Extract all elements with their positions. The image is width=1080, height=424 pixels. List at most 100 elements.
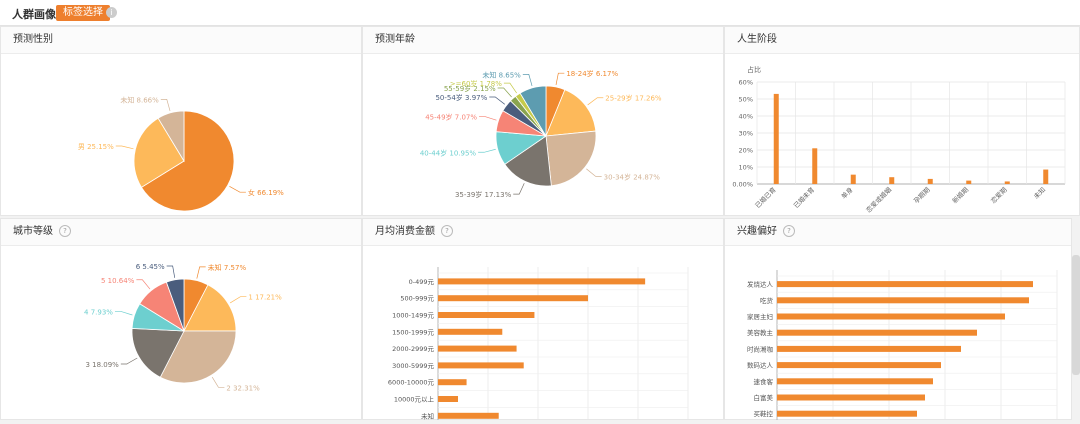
panel-title: 人生阶段 (725, 27, 1079, 54)
bar (777, 345, 961, 352)
city-pie-chart: 未知 7.57% 1 17.21% 2 32.31% 3 18.09% 4 7.93% 5… (84, 263, 282, 392)
x-tick-label: 已婚未育 (791, 185, 816, 210)
pie-label-line (522, 73, 533, 87)
y-tick-label: 买鞋控 (754, 409, 774, 418)
bar (777, 313, 1005, 320)
pie-slice (504, 135, 552, 187)
pie-label: 50-54岁 3.97% (435, 93, 487, 102)
help-icon[interactable]: ? (783, 225, 795, 237)
pie-label-line (160, 99, 171, 112)
age-pie-chart: 18-24岁 6.17% 25-29岁 17.26% 30-34岁 24.87% 35… (420, 69, 662, 199)
pie-label: 25-29岁 17.26% (605, 94, 662, 103)
panel-title: 城市等级 (13, 226, 53, 237)
pie-label: 45-49岁 7.07% (425, 113, 477, 122)
pie-label: 未知 8.65% (482, 70, 521, 79)
pie-label-line (120, 357, 138, 365)
y-tick-label: 3000-5999元 (392, 362, 434, 370)
bar (438, 345, 517, 352)
life-stage-panel: 人生阶段 占比 0.00% 10% 20% 30% 40% 50% 60% 已婚已育 已婚未育 单身… (724, 26, 1080, 216)
x-tick-label: 新婚期 (950, 185, 971, 206)
bar (438, 396, 458, 402)
bar (773, 93, 779, 184)
pie-label-line (136, 279, 151, 290)
x-tick-label: 已婚已育 (753, 185, 778, 210)
top-bar: 人群画像 标签选择 i (0, 0, 1080, 26)
help-icon[interactable]: ? (441, 225, 453, 237)
tag-select-button[interactable]: 标签选择 (56, 5, 110, 21)
pie-slice (133, 117, 185, 188)
info-icon[interactable]: i (106, 7, 117, 18)
bar (777, 362, 941, 369)
y-tick-label: 数码达人 (747, 361, 774, 370)
bar (438, 278, 646, 285)
bar (927, 178, 933, 184)
y-tick-label: 40% (739, 113, 753, 121)
pie-label-line (114, 311, 133, 316)
life-stage-bar-chart: 占比 0.00% 10% 20% 30% 40% 50% 60% 已婚已育 已婚未育 单身 恋爱或婚姻… (732, 65, 1066, 215)
y-tick-label: 20% (739, 147, 753, 155)
pie-label: 5 10.64% (101, 277, 135, 285)
bar (777, 410, 917, 417)
x-tick-label: 未知 (1032, 185, 1048, 201)
gender-pie-chart: 女 66.19% 男 25.15% 未知 8.66% (78, 95, 284, 212)
bar (438, 295, 588, 302)
bar (1043, 169, 1049, 184)
bar (889, 177, 895, 184)
city-panel: 城市等级? 未知 7.57% 1 17.21% 2 32.31% 3 18.09% 4 … (0, 218, 362, 420)
pie-label-line (587, 97, 604, 106)
pie-label-line (586, 168, 602, 177)
pie-label: 55-59岁 2.15% (444, 84, 496, 93)
bar (777, 394, 925, 401)
pie-label-line (478, 148, 496, 153)
pie-label: 18-24岁 6.17% (566, 69, 618, 78)
pie-label-line (503, 82, 517, 94)
x-tick-label: 恋爱或婚姻 (864, 185, 894, 215)
pie-label: 3 18.09% (85, 361, 119, 369)
pie-label: 男 25.15% (78, 143, 114, 151)
y-tick-label: 吃货 (760, 296, 774, 305)
spend-panel: 月均消费金额? 0-499元 500-999元 1000-1499元 1500-199… (362, 218, 724, 424)
pie-label-line (513, 183, 525, 195)
bar (777, 281, 1033, 288)
panel-title: 预测年龄 (363, 27, 723, 54)
bar (812, 148, 818, 184)
pie-slice (159, 330, 237, 384)
bar (1004, 181, 1010, 184)
pie-label: 未知 7.57% (208, 263, 247, 272)
pie-slice (140, 110, 235, 212)
bar (438, 379, 467, 386)
y-tick-label: 50% (739, 96, 753, 104)
y-tick-label: 60% (739, 79, 753, 87)
bar (438, 412, 499, 419)
pie-label-line (211, 376, 225, 388)
help-icon[interactable]: ? (59, 225, 71, 237)
bar (438, 362, 524, 369)
bar (966, 180, 972, 184)
panel-title: 预测性别 (1, 27, 361, 54)
x-tick-label: 恋爱期 (989, 185, 1010, 206)
pie-label: 4 7.93% (84, 308, 113, 316)
scrollbar[interactable] (1072, 255, 1080, 375)
pie-label-line (555, 72, 565, 86)
pie-label-line (479, 116, 497, 121)
interest-panel: 兴趣偏好? 发烧达人 吃货 家居主妇 美容教主 时尚潮咖 数码达人 速食客 白富美 买鞋控 (724, 218, 1072, 422)
age-panel: 预测年龄 18-24岁 6.17% 25-29岁 17.26% 30-34岁 24.… (362, 26, 724, 216)
bar (438, 312, 535, 318)
pie-slice (165, 278, 185, 332)
gender-panel: 预测性别 女 66.19% 男 25.15% 未知 8.66% (0, 26, 362, 216)
pie-slice (545, 89, 597, 137)
y-tick-label: 6000-10000元 (388, 379, 435, 387)
pie-label-line (229, 296, 247, 304)
y-tick-label: 1000-1499元 (392, 312, 434, 320)
pie-slice (157, 110, 185, 163)
y-tick-label: 1500-1999元 (392, 328, 434, 336)
y-tick-label: 2000-2999元 (392, 345, 434, 353)
y-tick-label: 白富美 (754, 393, 774, 402)
page-title: 人群画像 (12, 8, 56, 21)
y-tick-label: 500-999元 (400, 295, 434, 303)
x-tick-label: 单身 (839, 185, 855, 201)
pie-label: 35-39岁 17.13% (455, 190, 512, 199)
pie-label: 女 66.19% (248, 188, 284, 197)
y-tick-label: 0.00% (732, 181, 753, 189)
